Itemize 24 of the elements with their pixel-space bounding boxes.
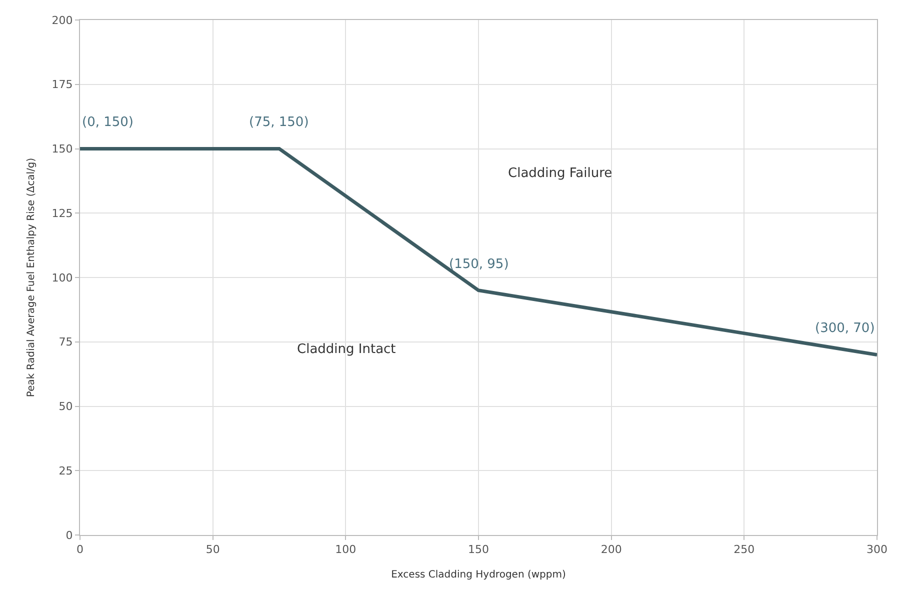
annotation: (75, 150) <box>249 115 309 130</box>
y-tick-label: 50 <box>58 400 73 414</box>
x-tick-label: 150 <box>468 543 489 556</box>
x-tick-label: 100 <box>335 543 356 556</box>
annotation: (150, 95) <box>449 257 509 272</box>
y-tick-label: 100 <box>52 271 73 284</box>
annotation: Cladding Failure <box>508 166 612 181</box>
y-tick-label: 125 <box>52 206 73 220</box>
y-tick-label: 25 <box>58 464 73 478</box>
y-axis-title: Peak Radial Average Fuel Enthalpy Rise (Δcal/g) <box>26 158 37 398</box>
annotation: (0, 150) <box>82 115 134 130</box>
x-tick-label: 200 <box>600 543 622 556</box>
y-tick-label: 175 <box>52 78 73 92</box>
y-tick-label: 0 <box>66 528 73 542</box>
annotation: (300, 70) <box>815 321 875 336</box>
x-tick-label: 250 <box>734 543 755 556</box>
x-tick-label: 0 <box>76 543 84 556</box>
y-tick-label: 75 <box>58 336 73 349</box>
x-axis-title: Excess Cladding Hydrogen (wppm) <box>391 570 566 581</box>
annotation: Cladding Intact <box>297 342 396 357</box>
x-tick-label: 300 <box>866 543 888 556</box>
y-tick-label: 200 <box>52 14 73 27</box>
x-tick-label: 50 <box>206 543 220 556</box>
y-tick-label: 150 <box>52 142 73 156</box>
